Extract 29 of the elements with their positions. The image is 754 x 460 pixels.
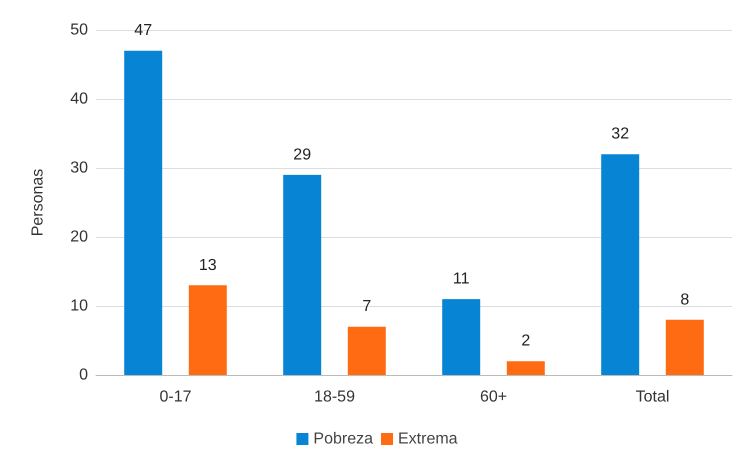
data-label: 11 (452, 270, 470, 288)
bar (601, 154, 640, 375)
data-label: 8 (680, 291, 690, 308)
data-label: 7 (362, 298, 372, 316)
y-tick-label: 30 (70, 160, 88, 176)
y-tick-label: 0 (79, 366, 88, 384)
bar (666, 320, 704, 375)
data-label: 2 (521, 332, 530, 350)
bar (283, 174, 322, 375)
bar (348, 326, 386, 375)
y-tick-label: 40 (70, 90, 88, 108)
x-tick-label: Total (636, 388, 670, 406)
data-label: 47 (134, 22, 152, 40)
x-tick-label: 0-17 (159, 388, 192, 406)
bar (442, 299, 480, 375)
bar (124, 50, 162, 375)
bar (506, 361, 545, 375)
y-tick-label: 20 (70, 228, 88, 246)
data-label: 13 (198, 256, 217, 274)
y-tick-label: 10 (70, 298, 88, 314)
legend-label: Pobreza (313, 430, 374, 448)
x-tick-label: 60+ (480, 388, 508, 406)
legend-label: Extrema (398, 430, 458, 448)
data-label: 32 (611, 126, 630, 143)
bar (188, 285, 227, 375)
x-tick-label: 18-59 (314, 388, 356, 406)
y-tick-label: 50 (70, 22, 88, 38)
y-axis-title: Personas (30, 168, 46, 236)
data-label: 29 (293, 146, 312, 164)
